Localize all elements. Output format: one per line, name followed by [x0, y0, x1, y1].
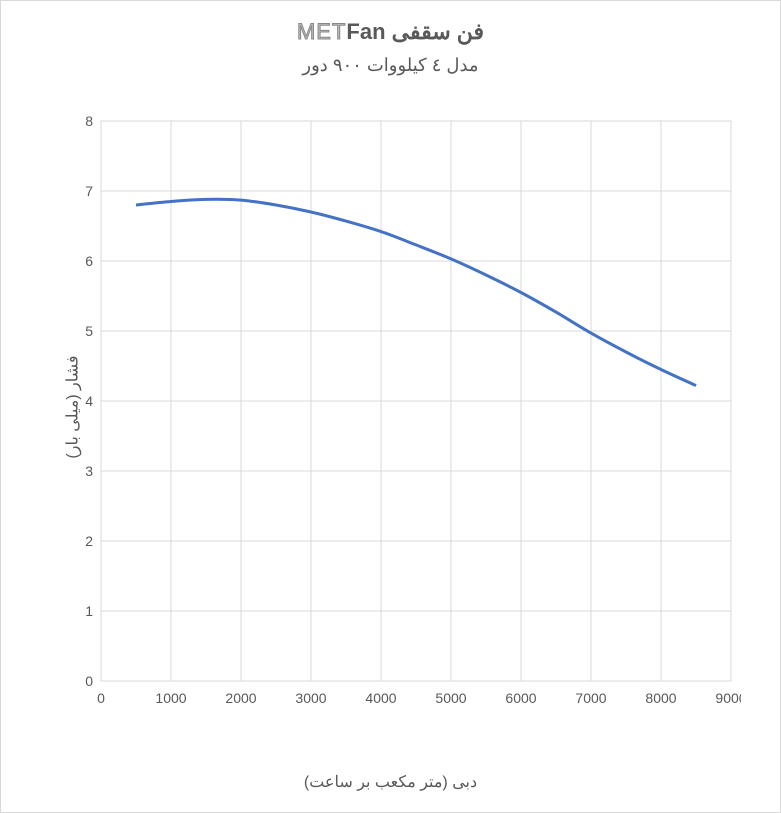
title-text: فن سقفی — [392, 19, 484, 44]
x-tick-label: 4000 — [365, 690, 396, 706]
brand-fan: Fan — [346, 19, 385, 44]
series-pressure-curve — [136, 199, 696, 385]
x-tick-label: 0 — [97, 690, 105, 706]
chart-svg: 0 1 2 3 4 5 6 7 8 0 1000 2000 3000 4000 5000 6000 7000 80… — [81, 116, 741, 756]
x-tick-label: 1000 — [155, 690, 186, 706]
y-tick-label: 4 — [85, 393, 93, 409]
chart-subtitle: مدل ٤ کیلووات ۹۰۰ دور — [1, 55, 780, 76]
y-tick-label: 5 — [85, 323, 93, 339]
x-tick-label: 5000 — [435, 690, 466, 706]
y-tick-label: 0 — [85, 673, 93, 689]
x-axis-label: دبی (متر مکعب بر ساعت) — [1, 772, 780, 792]
y-tick-label: 1 — [85, 603, 93, 619]
chart-title: فن سقفی METFan — [1, 19, 780, 45]
x-tick-label: 7000 — [575, 690, 606, 706]
x-tick-label: 8000 — [645, 690, 676, 706]
x-tick-label: 2000 — [225, 690, 256, 706]
y-tick-label: 8 — [85, 116, 93, 129]
y-axis-label: فشار (میلی بار) — [63, 355, 83, 458]
x-tick-label: 6000 — [505, 690, 536, 706]
y-tick-label: 3 — [85, 463, 93, 479]
y-tick-label: 2 — [85, 533, 93, 549]
y-tick-label: 7 — [85, 183, 93, 199]
fan-chart-container: فن سقفی METFan مدل ٤ کیلووات ۹۰۰ دور فشا… — [0, 0, 781, 813]
y-tick-label: 6 — [85, 253, 93, 269]
plot-area: 0 1 2 3 4 5 6 7 8 0 1000 2000 3000 4000 5000 6000 7000 80… — [81, 116, 741, 716]
title-block: فن سقفی METFan مدل ٤ کیلووات ۹۰۰ دور — [1, 1, 780, 76]
brand-met: MET — [297, 19, 346, 44]
x-tick-label: 9000 — [715, 690, 741, 706]
x-tick-label: 3000 — [295, 690, 326, 706]
